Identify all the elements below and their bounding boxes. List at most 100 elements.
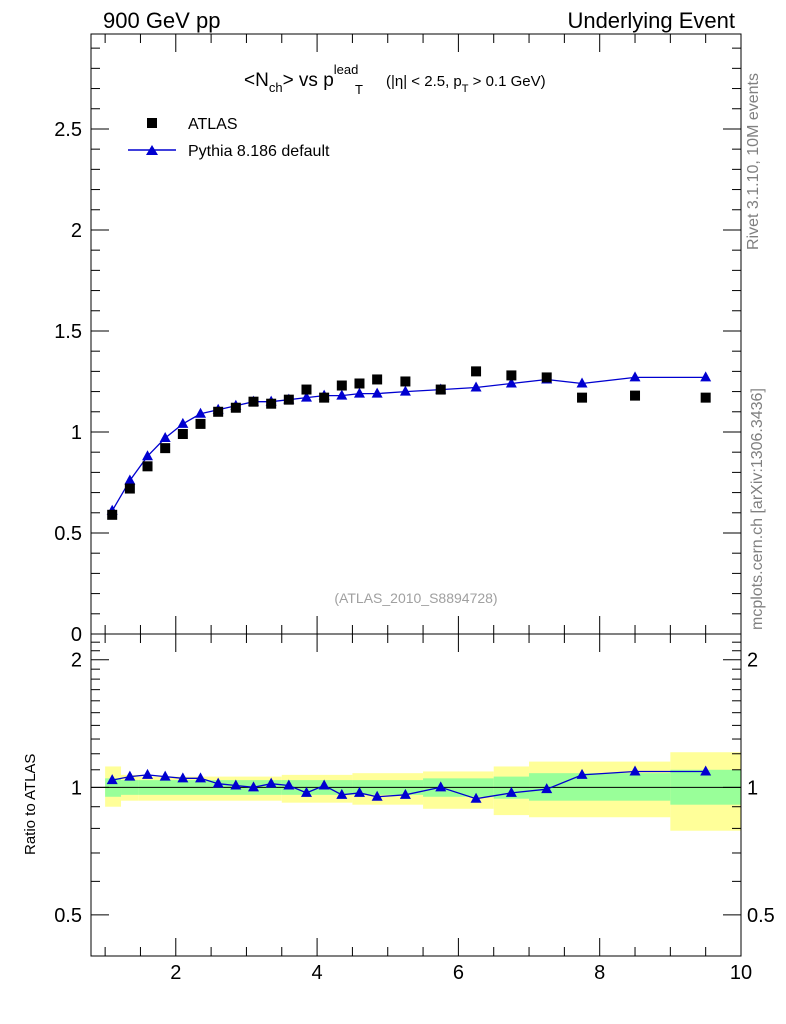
ratio-mc-point xyxy=(353,786,365,797)
atlas-point xyxy=(506,370,517,381)
atlas-point xyxy=(142,461,153,472)
main-y-tick-label: 1 xyxy=(71,422,82,444)
ratio-mc-point xyxy=(300,786,312,797)
mc-point xyxy=(195,407,207,418)
plot-title: <Nch> vs plead T (|η| < 2.5, pT > 0.1 GeV) xyxy=(244,62,546,97)
ratio-mc-point xyxy=(265,777,277,788)
ratio-mc-point xyxy=(576,768,588,779)
atlas-point xyxy=(160,443,171,454)
legend-atlas-label: ATLAS xyxy=(188,116,238,133)
mcplots-label: mcplots.cern.ch [arXiv:1306.3436] xyxy=(749,388,766,630)
ratio-y-tick-label: 0.5 xyxy=(54,905,82,927)
atlas-point xyxy=(301,384,312,395)
ratio-mc-point xyxy=(283,779,295,790)
ratio-mc-point xyxy=(195,772,207,783)
main-y-tick-label: 2.5 xyxy=(54,119,82,141)
mc-point xyxy=(177,417,189,428)
ratio-mc-point xyxy=(371,790,383,801)
x-tick-label: 10 xyxy=(730,962,752,984)
ratio-mc-point xyxy=(159,770,171,781)
title-vs-sub: T xyxy=(355,82,363,97)
atlas-point xyxy=(248,396,259,407)
ratio-axis-ticks xyxy=(91,634,742,957)
atlas-point xyxy=(107,509,118,520)
ratio-y-tick-label: 1 xyxy=(71,777,82,799)
title-vs: > vs p xyxy=(283,70,334,91)
ratio-mc-point xyxy=(505,786,517,797)
mc-point xyxy=(505,377,517,388)
main-plot-marks xyxy=(106,366,712,520)
ratio-mc-point xyxy=(318,779,330,790)
atlas-point xyxy=(195,418,206,429)
ratio-y-tick-label-right: 2 xyxy=(747,650,758,672)
ratio-mc-point xyxy=(142,768,154,779)
mc-point xyxy=(336,389,348,400)
header-right: Underlying Event xyxy=(567,8,735,33)
title-main: <N xyxy=(244,70,269,91)
atlas-point xyxy=(266,398,277,409)
atlas-point xyxy=(336,380,347,391)
legend-mc-label: Pythia 8.186 default xyxy=(188,143,330,160)
atlas-point xyxy=(700,392,711,403)
ratio-mc-point xyxy=(106,774,118,785)
atlas-point xyxy=(283,394,294,405)
atlas-point xyxy=(630,390,641,401)
ratio-mc-point xyxy=(470,792,482,803)
header-left: 900 GeV pp xyxy=(103,8,221,33)
ratio-mc-point xyxy=(177,772,189,783)
legend: ATLAS Pythia 8.186 default xyxy=(128,116,330,160)
mc-point xyxy=(124,474,136,485)
mc-point xyxy=(629,371,641,382)
main-y-tick-label: 0 xyxy=(71,624,82,646)
ratio-mc-point xyxy=(248,781,259,792)
ratio-mc-point xyxy=(541,783,553,794)
ratio-mc-point xyxy=(336,788,348,799)
title-cut-sub: T xyxy=(462,83,469,95)
ratio-plot-marks xyxy=(106,765,712,803)
atlas-point xyxy=(471,366,482,377)
x-tick-label: 6 xyxy=(453,962,464,984)
title-main-sub: ch xyxy=(269,80,283,95)
legend-atlas-marker xyxy=(147,118,157,128)
main-axis-ticks xyxy=(91,34,742,635)
atlas-point xyxy=(319,392,330,403)
title-cut-b: > 0.1 GeV) xyxy=(469,73,546,90)
mc-point xyxy=(576,377,588,388)
mc-point xyxy=(142,450,154,461)
mc-series-line xyxy=(111,376,706,512)
mc-point xyxy=(470,381,482,392)
ratio-y-tick-label-right: 0.5 xyxy=(747,905,775,927)
ratio-frame-box xyxy=(90,633,742,957)
ratio-mc-point xyxy=(629,765,641,776)
x-tick-label: 8 xyxy=(594,962,605,984)
ratio-plot-frame xyxy=(90,633,742,957)
legend-mc-marker xyxy=(146,145,158,155)
ratio-mc-point xyxy=(124,770,136,781)
atlas-point xyxy=(372,374,383,385)
atlas-point xyxy=(400,376,411,387)
mc-point xyxy=(159,432,171,443)
title-vs-sup: lead xyxy=(334,62,359,77)
atlas-point xyxy=(354,378,365,389)
atlas-point xyxy=(230,402,241,413)
analysis-tag: (ATLAS_2010_S8894728) xyxy=(334,590,497,606)
atlas-point xyxy=(177,429,188,439)
ratio-mc-point xyxy=(230,779,242,790)
atlas-point xyxy=(435,384,446,395)
main-y-tick-label: 1.5 xyxy=(54,321,82,343)
mc-point xyxy=(300,391,312,402)
mc-point xyxy=(399,385,411,396)
x-tick-label: 2 xyxy=(170,962,181,984)
atlas-point xyxy=(213,406,224,417)
title-cut-a: (|η| < 2.5, p xyxy=(386,73,462,90)
ratio-mc-point xyxy=(435,781,447,792)
ratio-mc-point xyxy=(700,765,712,776)
ratio-y-tick-label-right: 1 xyxy=(747,777,758,799)
tick-labels: 0 0.5 1 1.5 2 2.5 0.5 0.5 1 1 2 2 2 4 6 8 10 xyxy=(54,119,775,984)
ratio-mc-point xyxy=(399,788,411,799)
atlas-point xyxy=(577,392,588,403)
ratio-y-tick-label: 2 xyxy=(71,650,82,672)
main-y-tick-label: 0.5 xyxy=(54,523,82,545)
main-y-tick-label: 2 xyxy=(71,220,82,242)
mc-point xyxy=(700,371,712,382)
